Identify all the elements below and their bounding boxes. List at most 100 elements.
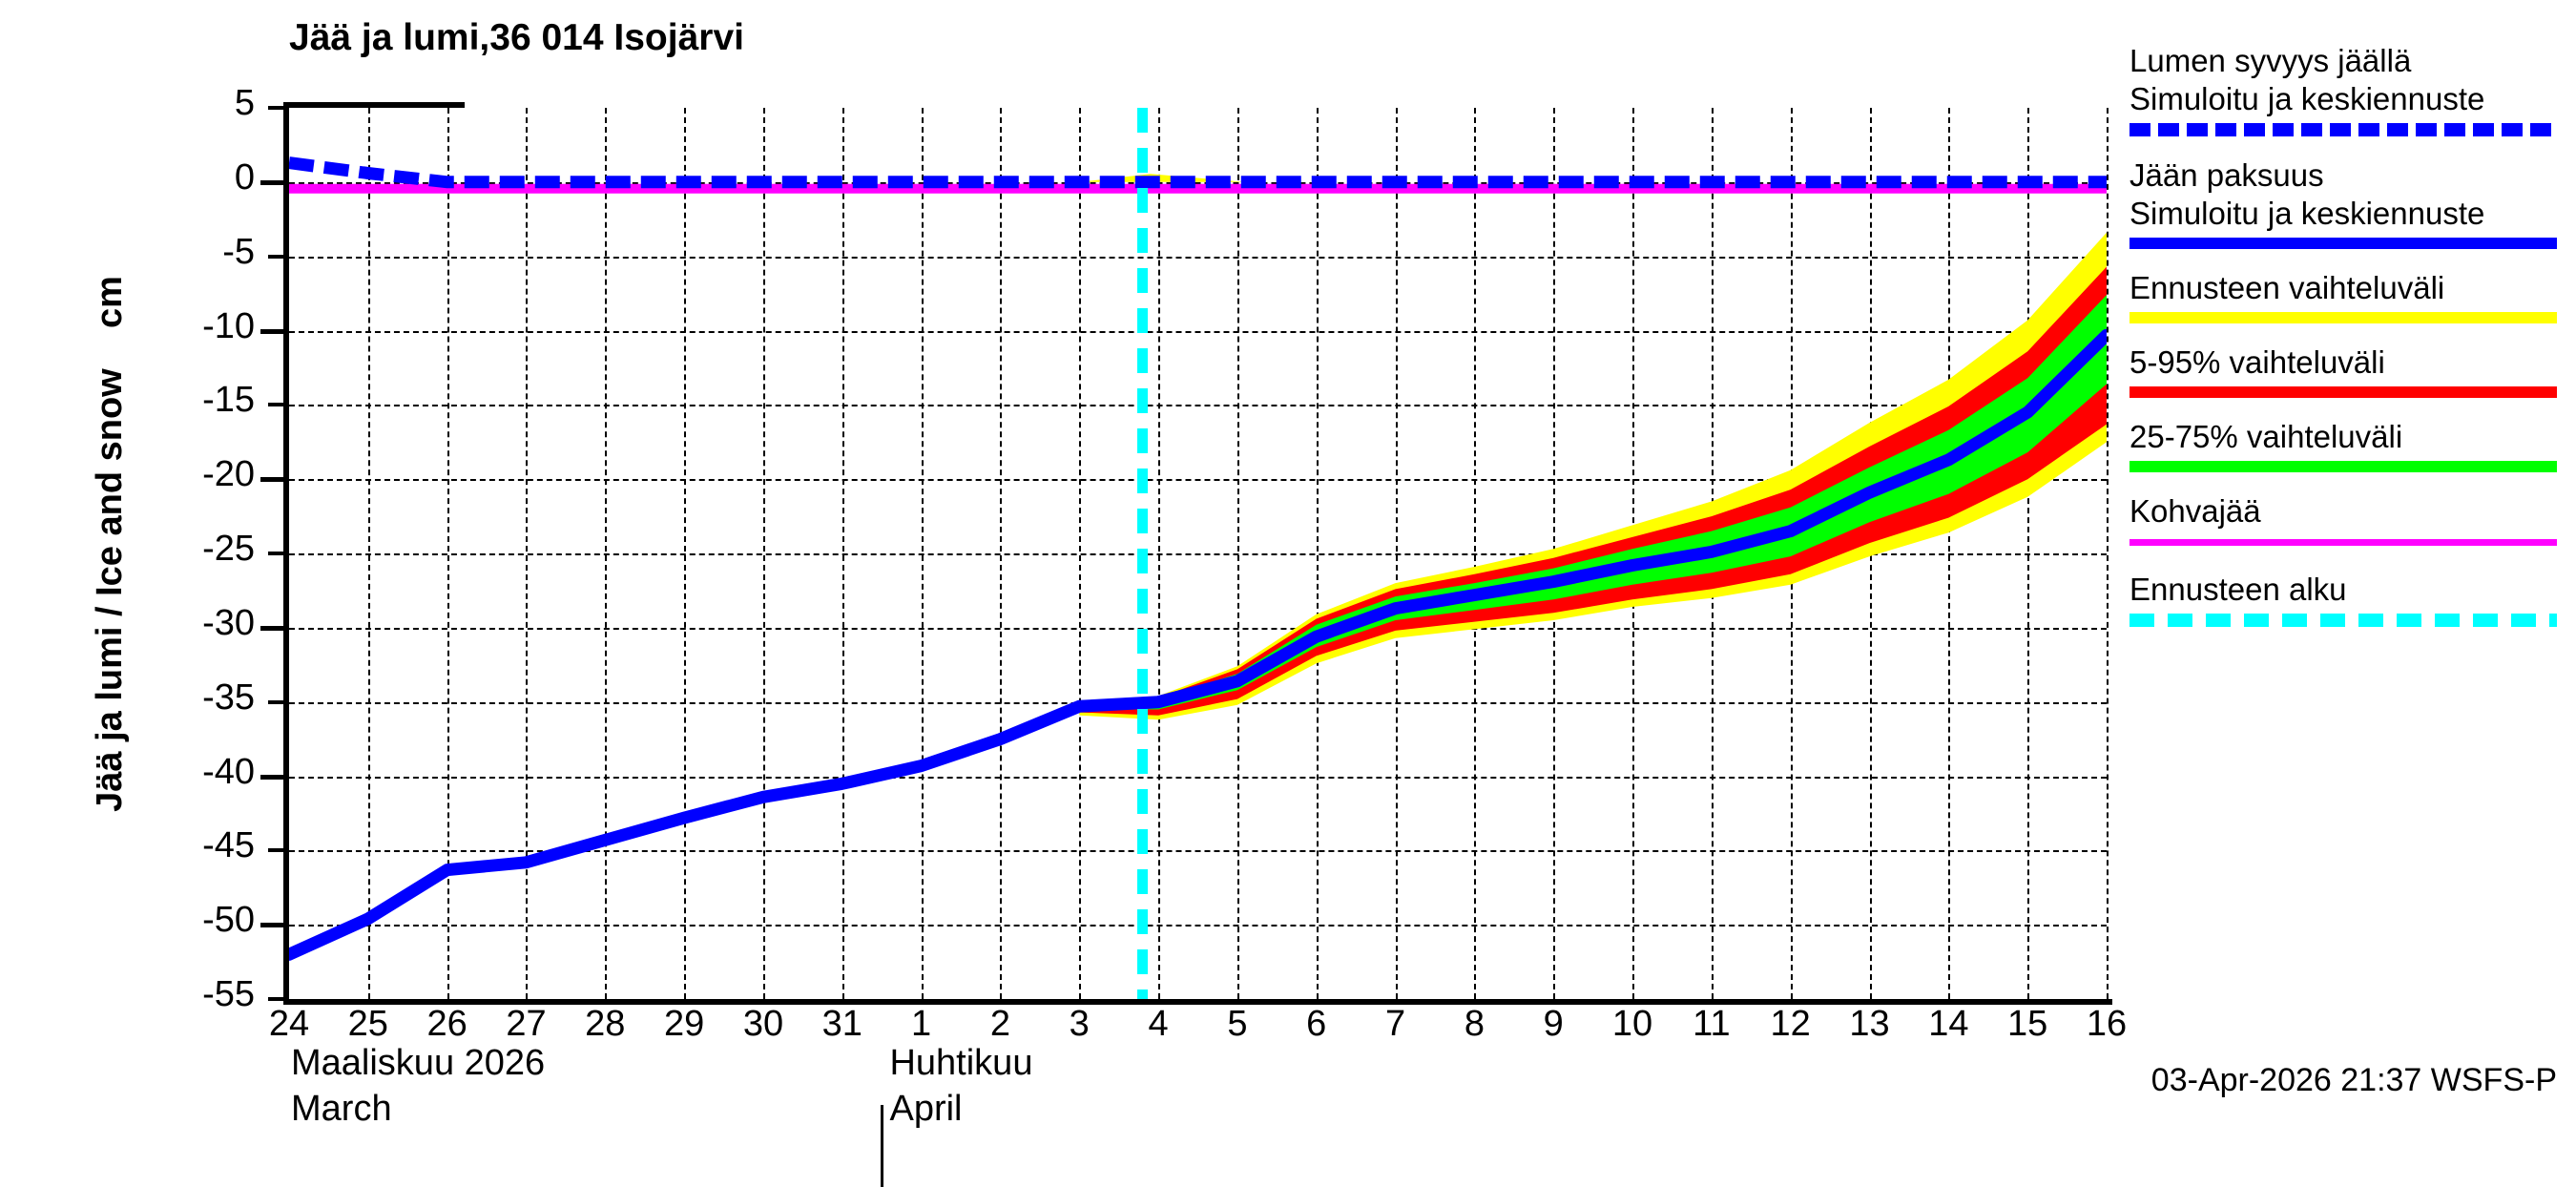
x-axis-tick-label: 31	[821, 1004, 862, 1044]
y-axis-tick	[268, 699, 289, 704]
gridline-horizontal	[289, 850, 2107, 853]
gridline-horizontal	[289, 999, 2107, 1001]
x-axis-tick-label: 26	[426, 1004, 467, 1044]
chart-legend: Lumen syvyys jäällä Simuloitu ja keskienn…	[2129, 42, 2576, 647]
y-axis-tick-label: -15	[202, 380, 255, 421]
y-axis-tick-label: -35	[202, 677, 255, 718]
axis-line-bottom	[283, 999, 2112, 1005]
y-axis-tick-label: -55	[202, 974, 255, 1014]
y-axis-title: Jää ja lumi / Ice and snow cm	[81, 143, 138, 945]
y-axis-tick	[268, 106, 289, 110]
legend-item[interactable]: Kohvajää	[2129, 492, 2576, 546]
y-axis-tick-label: -5	[222, 231, 255, 272]
y-axis-tick	[260, 923, 289, 928]
gridline-horizontal	[289, 181, 2107, 184]
legend-item-label: Lumen syvyys jäällä	[2129, 43, 2412, 78]
legend-swatch	[2129, 123, 2557, 136]
footer-timestamp: 03-Apr-2026 21:37 WSFS-P	[2150, 1062, 2557, 1098]
gridline-horizontal	[289, 479, 2107, 482]
page-title: Jää ja lumi,36 014 Isojärvi	[289, 17, 744, 58]
month-separator	[881, 1105, 884, 1187]
y-axis-tick	[268, 848, 289, 853]
axis-line-top-stub	[283, 102, 465, 108]
legend-swatch	[2129, 386, 2557, 398]
x-axis-tick-label: 28	[585, 1004, 626, 1044]
x-axis-tick-label: 8	[1464, 1004, 1485, 1044]
y-axis-tick	[260, 625, 289, 631]
x-axis-tick-label: 12	[1770, 1004, 1811, 1044]
y-axis-tick	[268, 552, 289, 555]
legend-swatch	[2129, 312, 2557, 323]
gridline-horizontal	[289, 256, 2107, 259]
legend-item[interactable]: Ennusteen alku	[2129, 571, 2576, 627]
legend-item-label: Ennusteen vaihteluväli	[2129, 270, 2445, 305]
x-axis-tick-label: 9	[1543, 1004, 1564, 1044]
legend-item[interactable]: Jään paksuus Simuloitu ja keskiennuste	[2129, 156, 2576, 249]
gridline-vertical	[2107, 108, 2109, 999]
y-axis-tick-label: 0	[234, 156, 255, 198]
legend-item[interactable]: Ennusteen vaihteluväli	[2129, 269, 2576, 323]
x-axis-tick-label: 30	[742, 1004, 784, 1044]
x-axis-tick-label: 6	[1306, 1004, 1327, 1044]
legend-item-label: 25-75% vaihteluväli	[2129, 419, 2403, 454]
y-axis-tick	[268, 997, 289, 1001]
y-axis-tick	[268, 403, 289, 407]
y-axis-tick-label: -20	[202, 454, 255, 495]
x-axis-tick-label: 2	[989, 1004, 1010, 1044]
plot-area	[260, 102, 2112, 1187]
x-axis-tick-label: 3	[1069, 1004, 1090, 1044]
y-axis-tick-label: 5	[234, 83, 255, 123]
band-25-75	[1079, 295, 2107, 710]
month-label-march-en: March	[291, 1089, 392, 1129]
y-axis-tick-label: -40	[202, 751, 255, 792]
x-axis-tick-label: 7	[1384, 1004, 1406, 1044]
x-axis-tick-label: 11	[1693, 1004, 1731, 1044]
x-axis-tick-label: 29	[663, 1004, 705, 1044]
x-axis-tick-label: 14	[1928, 1004, 1969, 1044]
legend-swatch	[2129, 461, 2557, 472]
line-snow-depth	[289, 156, 2107, 189]
y-axis-tick	[260, 179, 289, 185]
legend-item-sublabel: Simuloitu ja keskiennuste	[2129, 196, 2485, 231]
y-axis-tick	[268, 254, 289, 259]
y-axis-tick	[260, 328, 289, 334]
gridline-horizontal	[289, 627, 2107, 630]
x-axis-tick-label: 13	[1849, 1004, 1890, 1044]
y-axis-title-text: Jää ja lumi / Ice and snow cm	[89, 276, 130, 812]
legend-item-sublabel: Simuloitu ja keskiennuste	[2129, 81, 2485, 116]
y-axis-tick-label: -50	[202, 900, 255, 941]
y-axis-tick-label: -45	[202, 825, 255, 866]
x-axis-tick-label: 15	[2007, 1004, 2048, 1044]
x-axis-tick-label: 16	[2086, 1004, 2128, 1044]
gridline-horizontal	[289, 405, 2107, 407]
y-axis-tick-label: -10	[202, 305, 255, 346]
legend-item-label: Kohvajää	[2129, 493, 2261, 529]
gridline-horizontal	[289, 553, 2107, 555]
month-label-april-en: April	[889, 1089, 963, 1129]
x-axis-tick-label: 24	[268, 1004, 310, 1044]
month-label-march-fi: Maaliskuu 2026	[291, 1043, 546, 1083]
legend-item[interactable]: 5-95% vaihteluväli	[2129, 344, 2576, 398]
x-axis-tick-label: 10	[1611, 1004, 1653, 1044]
y-axis-tick	[260, 774, 289, 780]
gridline-horizontal	[289, 330, 2107, 333]
y-axis-tick-label: -30	[202, 602, 255, 643]
gridline-horizontal	[289, 925, 2107, 927]
legend-item[interactable]: Lumen syvyys jäällä Simuloitu ja keskienn…	[2129, 42, 2576, 136]
x-axis-tick-label: 4	[1148, 1004, 1169, 1044]
legend-item-label: Ennusteen alku	[2129, 572, 2347, 607]
y-axis-tick	[260, 477, 289, 483]
legend-item[interactable]: 25-75% vaihteluväli	[2129, 418, 2576, 472]
y-axis-tick-label: -25	[202, 529, 255, 569]
x-axis-tick-label: 27	[506, 1004, 547, 1044]
series-canvas	[289, 108, 2107, 999]
legend-item-label: 5-95% vaihteluväli	[2129, 344, 2385, 380]
legend-item-label: Jään paksuus	[2129, 157, 2324, 193]
legend-swatch	[2129, 614, 2557, 627]
month-label-april-fi: Huhtikuu	[889, 1043, 1033, 1083]
chart-root: Jää ja lumi,36 014 Isojärvi Jää ja lumi …	[81, 17, 2576, 1187]
x-axis-tick-label: 5	[1227, 1004, 1248, 1044]
gridline-horizontal	[289, 776, 2107, 779]
x-axis-tick-label: 1	[911, 1004, 932, 1044]
legend-swatch	[2129, 238, 2557, 249]
